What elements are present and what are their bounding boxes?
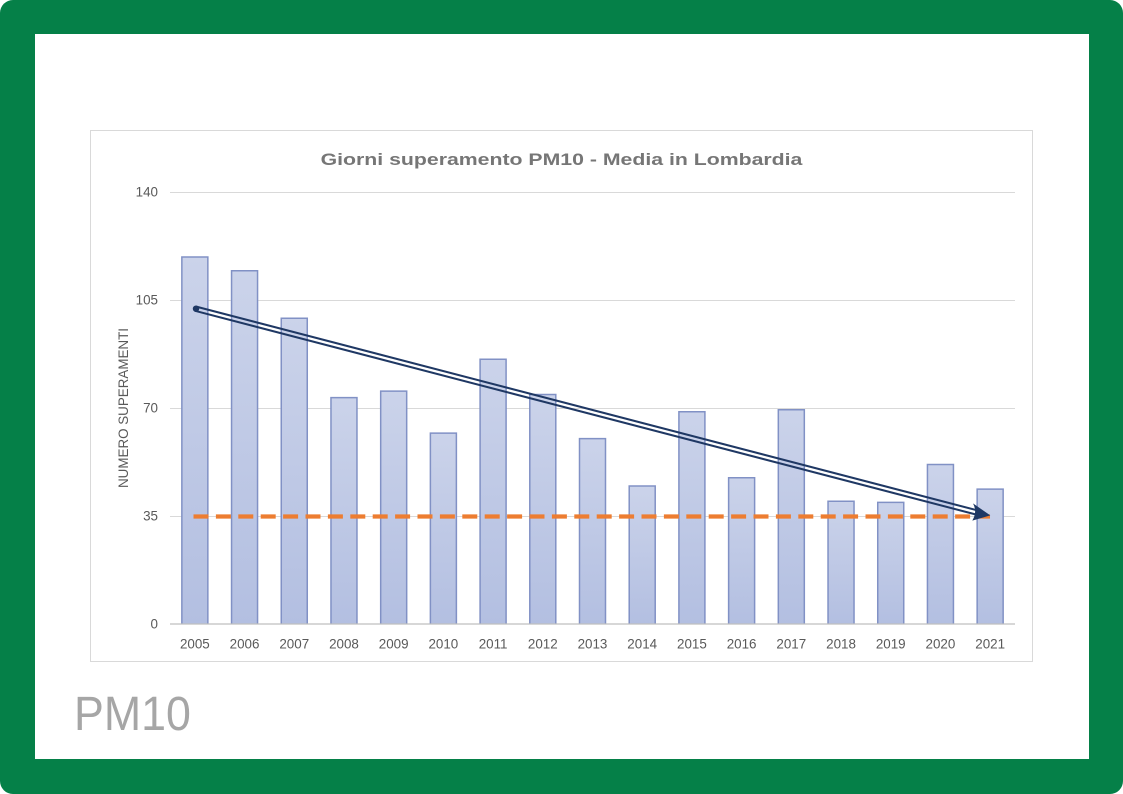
svg-text:2017: 2017 — [776, 636, 806, 651]
svg-text:2010: 2010 — [428, 636, 458, 651]
svg-text:2008: 2008 — [329, 636, 359, 651]
svg-text:2014: 2014 — [627, 636, 657, 651]
svg-text:2015: 2015 — [677, 636, 707, 651]
svg-text:2020: 2020 — [926, 636, 956, 651]
svg-text:2011: 2011 — [479, 636, 508, 651]
svg-text:0: 0 — [151, 617, 158, 632]
svg-text:2005: 2005 — [180, 636, 210, 651]
svg-text:105: 105 — [136, 293, 158, 308]
svg-text:70: 70 — [143, 401, 158, 416]
svg-text:2006: 2006 — [230, 636, 260, 651]
svg-text:2009: 2009 — [379, 636, 409, 651]
svg-text:2018: 2018 — [826, 636, 856, 651]
svg-text:35: 35 — [143, 509, 158, 524]
svg-text:2019: 2019 — [876, 636, 906, 651]
svg-text:2021: 2021 — [975, 636, 1005, 651]
svg-text:NUMERO SUPERAMENTI: NUMERO SUPERAMENTI — [116, 328, 131, 488]
svg-text:2012: 2012 — [528, 636, 558, 651]
svg-text:2007: 2007 — [279, 636, 309, 651]
svg-text:2016: 2016 — [727, 636, 757, 651]
svg-text:140: 140 — [136, 185, 158, 200]
svg-text:2013: 2013 — [578, 636, 608, 651]
